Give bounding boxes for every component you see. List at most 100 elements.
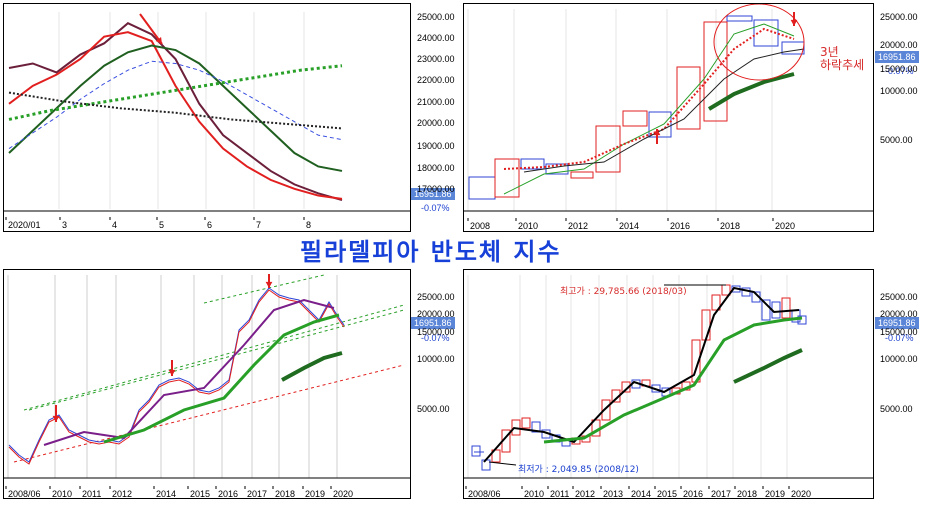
series-line (8, 31, 343, 200)
chart-bottom-right: 2008/06 2010 2011 2012 2013 2014 2015 2016 2017 2… (464, 275, 873, 498)
ma-short-line (503, 23, 795, 195)
y-tick-label: 24000.00 (417, 33, 455, 43)
chart-top-left: 2020/01 3 4 5 6 7 8 (4, 12, 410, 230)
downtrend-note: 3년 하락추세 (820, 45, 865, 72)
panel-top-left: 2020/01 3 4 5 6 7 8 (3, 3, 411, 232)
ma-trend-line (281, 351, 343, 382)
x-tick-label: 2016 (670, 221, 690, 231)
candle (753, 19, 779, 47)
candle (797, 315, 807, 325)
x-tick-label: 2017 (711, 489, 731, 498)
y-tick-label: 21000.00 (417, 97, 455, 107)
candle (520, 158, 545, 170)
y-tick-label: 20000.00 (417, 118, 455, 128)
x-tick-label: 2019 (305, 489, 325, 498)
candle (471, 445, 481, 457)
x-tick-label: 2020/01 (8, 220, 41, 230)
series-line (8, 64, 343, 121)
candle (703, 21, 728, 122)
x-tick-label: 7 (256, 220, 261, 230)
candle (622, 110, 648, 127)
y-tick-label: 10000.00 (417, 354, 455, 364)
ma-short-line (483, 286, 800, 463)
x-tick-label: 3 (62, 220, 67, 230)
ma-mid-line (43, 298, 335, 446)
y-tick-label: 20000.00 (880, 40, 918, 50)
y-tick-label: 15000.00 (880, 327, 918, 337)
y-tick-label: 10000.00 (880, 354, 918, 364)
y-tick-label: 18000.00 (417, 163, 455, 173)
y-tick-label: 22000.00 (417, 75, 455, 85)
candle (781, 297, 791, 319)
x-tick-label: 2015 (657, 489, 677, 498)
x-tick-label: 2016 (218, 489, 238, 498)
x-tick-label: 2012 (568, 221, 588, 231)
candle (595, 125, 621, 173)
panel-bottom-right: 2008/06 2010 2011 2012 2013 2014 2015 2016 2017 2… (463, 269, 874, 499)
channel-line-upper (203, 274, 325, 304)
change-pct-tl: -0.07% (421, 203, 450, 213)
x-tick-label: 2008/06 (8, 489, 41, 498)
x-tick-label: 2015 (190, 489, 210, 498)
price-shadow-line (8, 289, 345, 465)
ma-trend-line (707, 72, 795, 111)
y-tick-label: 25000.00 (880, 292, 918, 302)
candle (468, 176, 496, 200)
last-price-tag-tr: 16951.86 (875, 51, 919, 63)
change-pct-tr: -0.07% (885, 66, 914, 76)
last-price-tag-tl: 16951.86 (411, 188, 455, 200)
y-tick-label: 20000.00 (417, 309, 455, 319)
candle (601, 399, 611, 421)
candle (531, 421, 541, 433)
change-pct-bl: -0.07% (421, 333, 450, 343)
candle (726, 15, 753, 22)
y-tick-label: 20000.00 (880, 309, 918, 319)
y-tick-label: 5000.00 (880, 135, 913, 145)
x-tick-label: 2012 (575, 489, 595, 498)
ma-long-line (543, 316, 803, 444)
y-tick-label: 25000.00 (417, 12, 455, 22)
y-tick-label: 5000.00 (417, 404, 450, 414)
x-tick-label: 4 (112, 220, 117, 230)
y-tick-label: 15000.00 (417, 327, 455, 337)
candle (481, 459, 491, 471)
x-tick-label: 2014 (619, 221, 639, 231)
series-line (8, 60, 343, 149)
low-price-label: 최저가 : 2,049.85 (2008/12) (518, 465, 639, 475)
y-tick-label: 10000.00 (880, 86, 918, 96)
x-tick-label: 2017 (247, 489, 267, 498)
arrow-2010-head (52, 415, 60, 422)
x-tick-label: 8 (306, 220, 311, 230)
series-line (8, 22, 343, 202)
ma-trend-line (733, 348, 803, 384)
y-tick-label: 25000.00 (417, 292, 455, 302)
top-arrow-head (790, 19, 798, 26)
x-tick-label: 2014 (156, 489, 176, 498)
x-tick-label: 5 (159, 220, 164, 230)
x-tick-label: 2008 (470, 221, 490, 231)
last-price-tag-br: 16951.86 (875, 317, 919, 329)
x-tick-label: 2014 (631, 489, 651, 498)
candle (701, 309, 711, 341)
x-tick-label: 2018 (275, 489, 295, 498)
panel-top-right: 2008 2010 2012 2014 2016 2018 2020 (463, 3, 874, 232)
ma-mid-line (503, 27, 795, 170)
arrow-2014-head (168, 369, 176, 376)
candle (494, 158, 520, 198)
low-leader (488, 461, 517, 466)
candle (491, 449, 501, 463)
x-tick-label: 2011 (82, 489, 101, 498)
x-tick-label: 2020 (775, 221, 795, 231)
y-tick-label: 5000.00 (880, 404, 913, 414)
high-price-label: 최고가 : 29,785.66 (2018/03) (560, 287, 687, 297)
x-tick-label: 2011 (550, 489, 569, 498)
ma-long-line (523, 48, 805, 173)
x-tick-label: 2018 (720, 221, 740, 231)
price-line (8, 287, 345, 463)
chart-top-right: 2008 2010 2012 2014 2016 2018 2020 (464, 4, 873, 231)
support-line-red (13, 364, 405, 463)
candle (570, 171, 594, 179)
candle (676, 66, 701, 130)
last-price-tag-bl: 16951.86 (411, 317, 455, 329)
peak-arrow-head (155, 37, 162, 44)
